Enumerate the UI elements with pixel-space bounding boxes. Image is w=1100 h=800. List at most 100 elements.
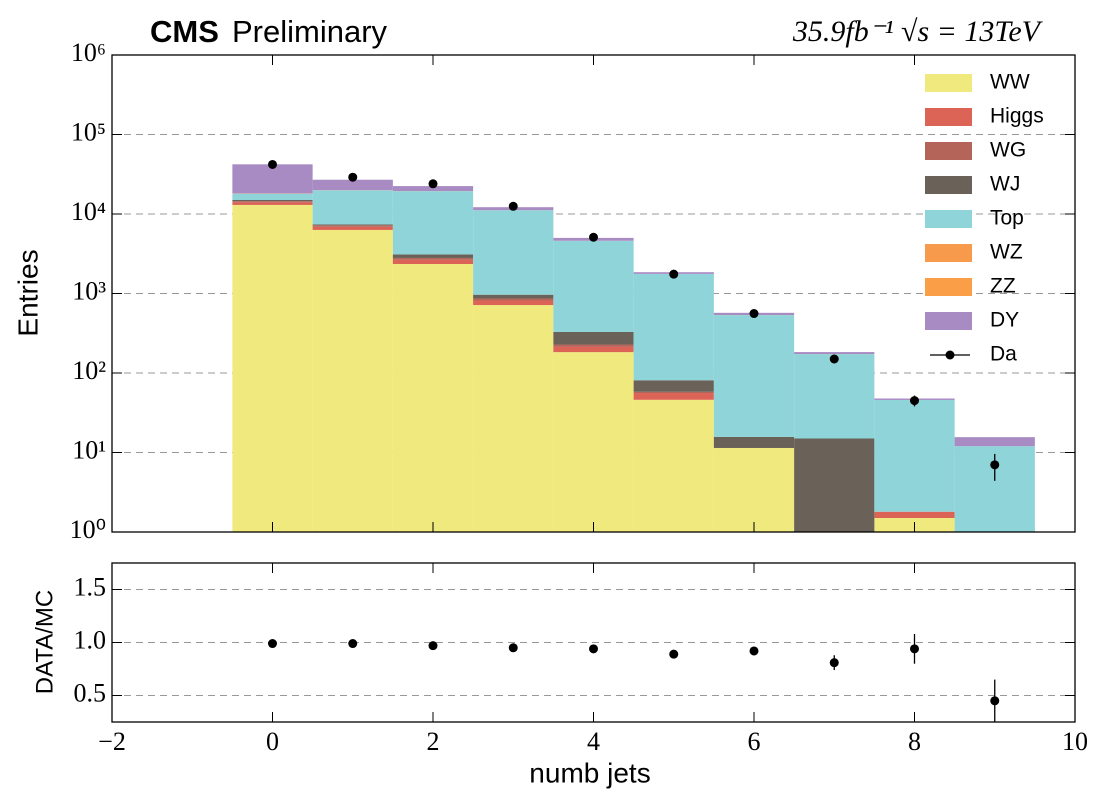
stack-segment: [312, 224, 393, 226]
stack-segment: [874, 511, 955, 519]
data-point: [669, 269, 679, 279]
stack-segment: [232, 204, 313, 532]
legend-swatch: [925, 210, 972, 228]
stack-segment: [954, 437, 1035, 447]
legend-label: ZZ: [990, 275, 1016, 298]
stack-segment: [312, 190, 393, 225]
stack-segment: [874, 399, 955, 512]
legend-swatch: [925, 108, 972, 126]
data-point: [268, 159, 277, 169]
legend-label: Higgs: [990, 105, 1044, 128]
ratio-point: [348, 639, 358, 649]
lumi-label: 35.9fb⁻¹ √s = 13TeV: [792, 15, 1044, 48]
stack-segment: [312, 229, 393, 532]
stack-segment: [794, 438, 875, 532]
ratio-point: [829, 658, 839, 668]
x-tick-label: 6: [748, 727, 761, 756]
stack-segment: [312, 179, 393, 191]
data-point: [749, 309, 759, 319]
stack-segment: [794, 352, 875, 355]
stack-segment: [473, 300, 554, 306]
stack-segment: [312, 226, 393, 230]
legend-swatch: [925, 244, 972, 262]
stack-segment: [232, 201, 313, 203]
legend-label: WJ: [990, 173, 1020, 196]
ratio-point: [990, 696, 1000, 706]
data-point: [508, 201, 518, 211]
stack-segment: [553, 352, 634, 532]
legend-label: Top: [990, 207, 1024, 230]
legend-label: WG: [990, 139, 1026, 162]
stack-segment: [794, 354, 875, 439]
ratio-frame: [111, 562, 1076, 723]
ratio-point: [749, 646, 759, 656]
x-tick-label: 10: [1062, 727, 1088, 756]
y-axis-label: Entries: [12, 249, 43, 336]
stack-segment: [473, 294, 554, 299]
stack-segment: [232, 164, 313, 194]
stack-segment: [553, 240, 634, 332]
ratio-point: [589, 644, 598, 654]
stack-segment: [392, 186, 474, 192]
stack-segment: [392, 264, 474, 532]
stack-segment: [553, 344, 634, 347]
y-tick-label: 10⁵: [71, 117, 106, 146]
legend-marker: [945, 350, 955, 360]
ratio-y-axis-label: DATA/MC: [31, 590, 58, 694]
legend-swatch: [925, 278, 972, 296]
stack-segment: [392, 254, 474, 258]
stack-segment: [633, 393, 714, 400]
legend-swatch: [925, 176, 972, 194]
stack-segment: [232, 200, 313, 202]
legend-label: Da: [990, 343, 1017, 366]
ratio-point: [508, 643, 518, 653]
ratio-point: [910, 644, 919, 654]
y-tick-label: 0.5: [74, 678, 107, 707]
stack-segment: [713, 315, 795, 437]
stack-segment: [392, 259, 474, 265]
data-point: [348, 172, 358, 182]
stack-segment: [473, 298, 554, 301]
x-tick-label: 2: [427, 727, 440, 756]
legend-label: DY: [990, 309, 1019, 332]
y-tick-label: 1.5: [74, 572, 107, 601]
stack-segment: [713, 447, 795, 532]
data-point: [910, 396, 919, 406]
data-point: [428, 179, 438, 189]
data-point: [589, 232, 598, 242]
stack-segment: [633, 399, 714, 532]
stack-segment: [633, 380, 714, 392]
stack-segment: [633, 273, 714, 381]
stack-segment: [232, 193, 313, 201]
y-tick-label: 10²: [72, 356, 106, 385]
y-tick-label: 10⁶: [71, 38, 106, 67]
stack-segment: [312, 225, 393, 227]
legend-label: WZ: [990, 241, 1023, 264]
stack-segment: [553, 331, 634, 345]
stack-segment: [392, 257, 474, 260]
subtitle: Preliminary: [232, 14, 388, 49]
stack-segment: [232, 202, 313, 205]
x-axis-label: numb jets: [529, 757, 650, 788]
x-tick-label: −2: [98, 727, 126, 756]
legend-swatch: [925, 142, 972, 160]
legend-swatch: [925, 312, 972, 330]
y-tick-label: 1.0: [74, 625, 107, 654]
y-tick-label: 10⁰: [70, 515, 106, 544]
ratio-point: [669, 649, 679, 659]
stack-segment: [713, 436, 795, 448]
ratio-point: [428, 641, 438, 651]
stack-segment: [473, 210, 554, 295]
stack-segment: [553, 346, 634, 353]
stack-segment: [633, 391, 714, 394]
y-tick-label: 10⁴: [71, 197, 106, 226]
stack-segment: [473, 305, 554, 532]
ratio-point: [268, 639, 277, 649]
legend-swatch: [925, 74, 972, 92]
legend-label: WW: [990, 71, 1030, 94]
y-tick-label: 10³: [72, 276, 106, 305]
y-tick-label: 10¹: [72, 435, 106, 464]
data-point: [990, 460, 1000, 470]
x-tick-label: 8: [908, 727, 921, 756]
